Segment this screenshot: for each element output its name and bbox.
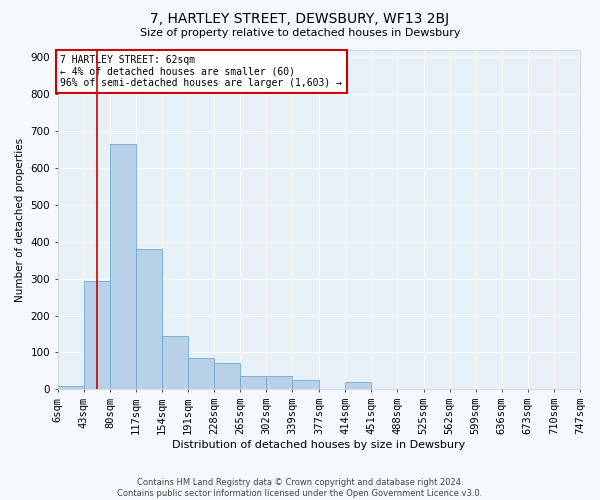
Text: Size of property relative to detached houses in Dewsbury: Size of property relative to detached ho… [140,28,460,38]
Text: 7, HARTLEY STREET, DEWSBURY, WF13 2BJ: 7, HARTLEY STREET, DEWSBURY, WF13 2BJ [151,12,449,26]
Bar [346,382,371,390]
Bar [58,386,84,390]
Bar [188,358,214,390]
Y-axis label: Number of detached properties: Number of detached properties [15,138,25,302]
Bar [241,376,266,390]
Bar [214,364,241,390]
Bar [266,376,292,390]
Bar [292,380,319,390]
Bar [136,249,162,390]
Bar [84,280,110,390]
X-axis label: Distribution of detached houses by size in Dewsbury: Distribution of detached houses by size … [172,440,466,450]
Bar [110,144,136,390]
Text: Contains HM Land Registry data © Crown copyright and database right 2024.
Contai: Contains HM Land Registry data © Crown c… [118,478,482,498]
Text: 7 HARTLEY STREET: 62sqm
← 4% of detached houses are smaller (60)
96% of semi-det: 7 HARTLEY STREET: 62sqm ← 4% of detached… [61,55,343,88]
Bar [162,336,188,390]
